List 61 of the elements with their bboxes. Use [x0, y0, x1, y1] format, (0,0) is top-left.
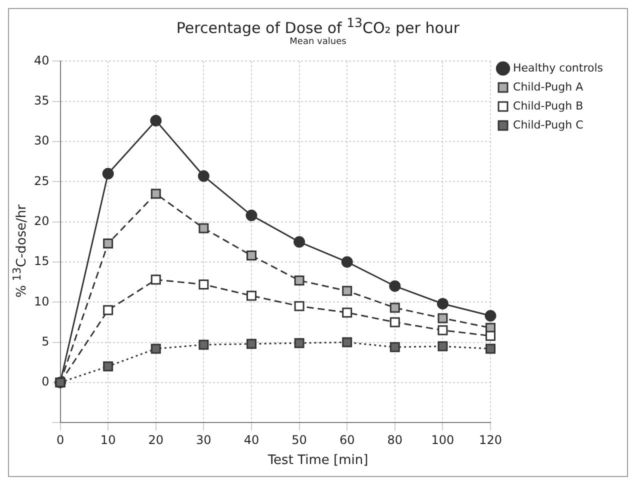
point: [342, 337, 352, 348]
point: [438, 341, 448, 352]
x-tick-label: 40: [244, 432, 260, 447]
point: [438, 325, 448, 336]
y-tick-label: 0: [42, 374, 50, 389]
point: [198, 279, 209, 290]
point: [389, 280, 401, 292]
legend-label: Child-Pugh B: [513, 99, 584, 112]
point: [390, 342, 400, 352]
y-tick-label: 20: [34, 214, 50, 228]
point: [484, 310, 496, 322]
point: [342, 308, 352, 318]
x-tick-label: 50: [292, 432, 307, 447]
legend-label: Child-Pugh A: [513, 80, 584, 94]
y-tick-label: 25: [34, 174, 50, 188]
x-tick-label: 30: [196, 432, 212, 447]
point: [246, 338, 256, 349]
point: [341, 256, 353, 268]
point: [150, 114, 162, 126]
y-tick-label: 35: [34, 93, 50, 108]
point: [294, 275, 304, 286]
x-tick-label: 100: [431, 432, 454, 447]
point: [342, 286, 352, 296]
point: [103, 361, 114, 372]
point: [246, 250, 256, 261]
point: [294, 236, 306, 248]
x-tick-label: 80: [387, 432, 403, 447]
point: [198, 223, 209, 234]
x-axis-title: Test Time [min]: [266, 452, 370, 470]
point: [102, 168, 114, 180]
point: [198, 170, 210, 182]
legend-label: Child-Pugh C: [513, 118, 584, 132]
x-tick-label: 120: [479, 432, 502, 447]
point: [103, 238, 114, 248]
y-tick-label: 30: [34, 134, 50, 148]
point: [486, 344, 496, 354]
x-tick-label: 20: [148, 432, 164, 447]
chart-title: Percentage of Dose of $^{13}$CO₂ per hour: [175, 14, 461, 37]
point: [246, 290, 256, 301]
point: [150, 344, 161, 354]
y-tick-label: 5: [42, 334, 50, 348]
point: [390, 302, 400, 313]
legend-label: Healthy controls: [513, 61, 604, 74]
point: [198, 340, 209, 350]
point: [436, 298, 448, 310]
x-tick-label: 60: [339, 432, 355, 447]
point: [390, 317, 400, 328]
point: [103, 305, 114, 316]
y-tick-label: 15: [34, 254, 50, 268]
chart-subtitle: Mean values: [288, 37, 348, 47]
y-tick-label: 10: [34, 294, 50, 308]
x-tick-label: 0: [56, 432, 64, 447]
point: [246, 210, 258, 222]
point: [438, 313, 448, 324]
x-tick-label: 10: [100, 432, 116, 447]
point: [294, 338, 304, 348]
y-tick-label: 40: [34, 53, 50, 68]
point: [150, 188, 161, 199]
point: [486, 330, 496, 341]
point: [150, 274, 161, 285]
point: [294, 301, 304, 312]
